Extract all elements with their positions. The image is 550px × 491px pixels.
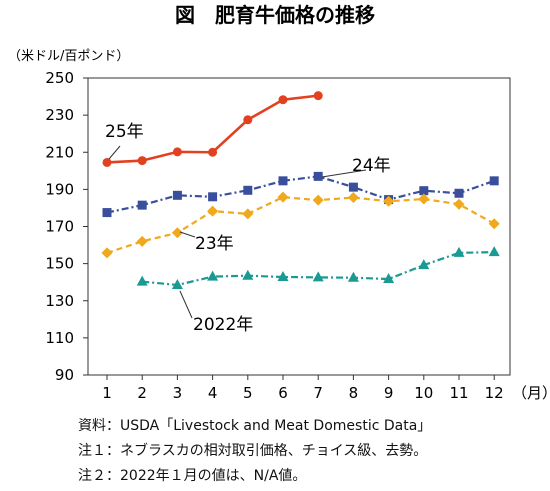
y-tick-label: 130 xyxy=(45,292,74,310)
x-tick-label: 1 xyxy=(102,384,112,402)
data-point xyxy=(102,157,112,167)
data-point xyxy=(171,227,183,239)
y-tick-label: 190 xyxy=(45,180,74,198)
data-point xyxy=(278,95,288,105)
series-label: 24年 xyxy=(352,156,391,176)
x-tick-label: 12 xyxy=(485,384,504,402)
data-point xyxy=(418,259,430,270)
data-point xyxy=(172,147,182,157)
x-tick-label: 4 xyxy=(208,384,218,402)
data-point xyxy=(312,271,324,282)
data-point xyxy=(242,208,254,220)
series-2 xyxy=(101,191,500,259)
plot-frame xyxy=(87,77,511,376)
x-tick-label: 7 xyxy=(313,384,323,402)
data-point xyxy=(383,273,395,284)
series-label: 2022年 xyxy=(193,315,253,335)
data-point xyxy=(207,270,219,281)
series-line xyxy=(106,175,495,214)
y-tick-label: 170 xyxy=(45,218,74,236)
data-point xyxy=(207,205,219,217)
series-3 xyxy=(136,246,500,289)
x-tick-label: 11 xyxy=(449,384,468,402)
series-label: 25年 xyxy=(105,122,144,142)
data-point xyxy=(453,198,465,210)
y-tick-label: 230 xyxy=(45,106,74,124)
data-point xyxy=(243,115,253,125)
series-layer xyxy=(101,91,500,289)
x-tick-label: 5 xyxy=(243,384,253,402)
label-leader-line xyxy=(321,169,367,178)
x-tick-label: 10 xyxy=(414,384,433,402)
label-leader-line xyxy=(179,231,196,238)
data-point xyxy=(312,194,324,206)
y-tick-label: 110 xyxy=(45,329,74,347)
data-point xyxy=(453,246,465,257)
data-point xyxy=(489,176,499,186)
x-tick-label: 2 xyxy=(137,384,147,402)
data-point xyxy=(136,235,148,247)
data-point xyxy=(419,186,429,196)
x-axis-label: （月） xyxy=(512,384,550,402)
data-point xyxy=(313,171,323,181)
y-tick-label: 90 xyxy=(55,366,74,384)
label-leader-line xyxy=(179,290,193,319)
y-tick-label: 150 xyxy=(45,255,74,273)
data-point xyxy=(172,190,182,200)
x-tick-label: 6 xyxy=(278,384,288,402)
chart-notes: 資料：USDA「Livestock and Meat Domestic Data… xyxy=(78,414,431,489)
series-label: 23年 xyxy=(195,234,234,254)
series-line xyxy=(106,196,495,254)
data-point xyxy=(171,278,183,289)
data-point xyxy=(277,191,289,203)
data-point xyxy=(102,208,112,218)
series-0 xyxy=(102,91,323,167)
note-1: 注１：ネブラスカの相対取引価格、チョイス級、去勢。 xyxy=(78,443,428,459)
price-chart: 図 肥育牛価格の推移 （米ドル/百ポンド） 901101301501701902… xyxy=(8,3,550,402)
chart-title: 図 肥育牛価格の推移 xyxy=(175,3,375,27)
data-point xyxy=(101,247,113,259)
x-tick-label: 3 xyxy=(173,384,183,402)
data-point xyxy=(277,270,289,281)
series-labels: 25年 24年 23年 2022年 xyxy=(105,122,391,335)
x-tick-label: 8 xyxy=(349,384,359,402)
data-point xyxy=(243,185,253,195)
data-point xyxy=(242,269,254,280)
y-tick-label: 210 xyxy=(45,143,74,161)
data-point xyxy=(208,192,218,202)
note-2: 注２：2022年１月の値は、N/A値。 xyxy=(78,468,307,484)
series-1 xyxy=(102,171,499,218)
data-point xyxy=(488,246,500,257)
y-axis-unit-label: （米ドル/百ポンド） xyxy=(8,49,129,64)
data-point xyxy=(454,188,464,198)
data-point xyxy=(278,176,288,186)
data-point xyxy=(347,271,359,282)
data-point xyxy=(488,218,500,230)
note-source: 資料：USDA「Livestock and Meat Domestic Data… xyxy=(78,418,432,434)
data-point xyxy=(137,156,147,166)
data-point xyxy=(137,200,147,210)
label-leader-line xyxy=(108,145,121,160)
data-point xyxy=(347,192,359,204)
data-point xyxy=(136,275,148,286)
data-point xyxy=(313,91,323,101)
data-point xyxy=(348,182,358,192)
x-tick-label: 9 xyxy=(384,384,394,402)
y-tick-label: 250 xyxy=(45,69,74,87)
data-point xyxy=(383,195,395,207)
data-point xyxy=(418,193,430,205)
data-point xyxy=(208,147,218,157)
